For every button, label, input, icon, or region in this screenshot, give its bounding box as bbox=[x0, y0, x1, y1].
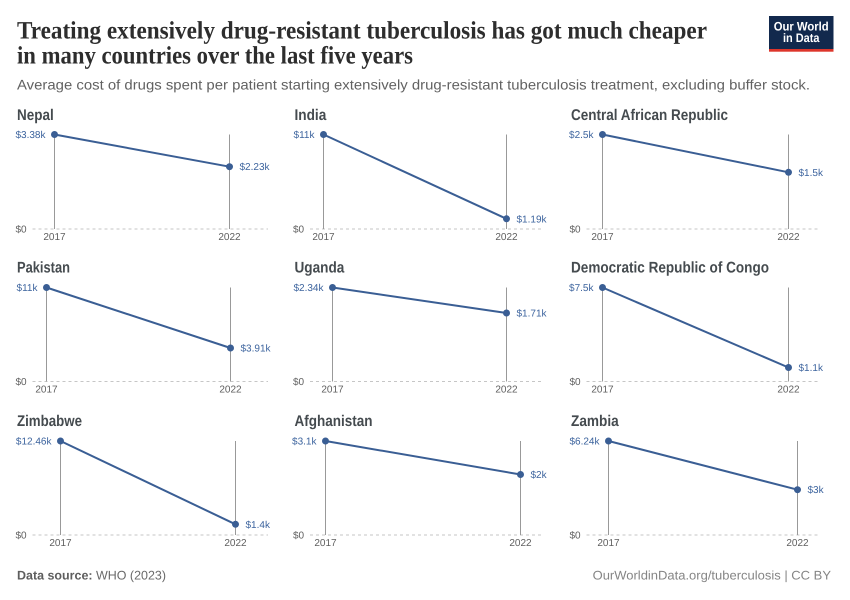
svg-text:$0: $0 bbox=[570, 225, 582, 236]
svg-text:$0: $0 bbox=[293, 531, 305, 542]
svg-text:2017: 2017 bbox=[591, 385, 614, 396]
svg-text:2022: 2022 bbox=[495, 232, 518, 243]
svg-text:$11k: $11k bbox=[294, 130, 316, 141]
svg-text:2022: 2022 bbox=[495, 385, 518, 396]
svg-text:$2.23k: $2.23k bbox=[240, 162, 271, 173]
svg-text:$11k: $11k bbox=[17, 283, 39, 294]
svg-text:2017: 2017 bbox=[597, 538, 620, 549]
svg-text:in Data: in Data bbox=[783, 31, 820, 45]
svg-text:Uganda: Uganda bbox=[295, 260, 345, 277]
svg-text:2017: 2017 bbox=[312, 232, 335, 243]
svg-text:$12.46k: $12.46k bbox=[16, 437, 53, 448]
svg-text:Afghanistan: Afghanistan bbox=[295, 413, 373, 430]
svg-text:$2.5k: $2.5k bbox=[569, 130, 594, 141]
svg-text:$0: $0 bbox=[570, 377, 582, 388]
svg-text:$7.5k: $7.5k bbox=[569, 283, 594, 294]
svg-text:Data source: WHO (2023): Data source: WHO (2023) bbox=[17, 568, 166, 582]
svg-text:2017: 2017 bbox=[35, 385, 58, 396]
svg-text:2017: 2017 bbox=[49, 538, 72, 549]
svg-text:Average cost of drugs spent pe: Average cost of drugs spent per patient … bbox=[17, 77, 810, 93]
svg-text:$6.24k: $6.24k bbox=[569, 437, 600, 448]
svg-text:Zimbabwe: Zimbabwe bbox=[17, 413, 82, 430]
svg-text:2022: 2022 bbox=[218, 232, 241, 243]
svg-text:2022: 2022 bbox=[509, 538, 532, 549]
svg-text:2017: 2017 bbox=[43, 232, 66, 243]
svg-text:$0: $0 bbox=[570, 531, 582, 542]
svg-text:2017: 2017 bbox=[591, 232, 614, 243]
svg-text:Zambia: Zambia bbox=[571, 413, 619, 430]
svg-text:$2k: $2k bbox=[531, 470, 548, 481]
svg-text:Central African Republic: Central African Republic bbox=[571, 107, 728, 124]
svg-text:2022: 2022 bbox=[219, 385, 242, 396]
svg-text:Democratic Republic of Congo: Democratic Republic of Congo bbox=[571, 260, 769, 277]
svg-text:Nepal: Nepal bbox=[17, 107, 54, 124]
svg-text:$0: $0 bbox=[16, 531, 28, 542]
svg-text:$0: $0 bbox=[293, 225, 305, 236]
svg-text:2017: 2017 bbox=[314, 538, 337, 549]
svg-text:$2.34k: $2.34k bbox=[293, 283, 324, 294]
svg-text:$1.19k: $1.19k bbox=[517, 214, 548, 225]
svg-text:$0: $0 bbox=[16, 377, 28, 388]
svg-text:$3.38k: $3.38k bbox=[15, 130, 46, 141]
svg-text:$1.1k: $1.1k bbox=[799, 363, 824, 374]
svg-text:$1.4k: $1.4k bbox=[246, 520, 271, 531]
svg-text:$3.1k: $3.1k bbox=[292, 437, 317, 448]
svg-text:$1.5k: $1.5k bbox=[799, 168, 824, 179]
svg-text:2022: 2022 bbox=[777, 232, 800, 243]
svg-text:$3.91k: $3.91k bbox=[241, 344, 272, 355]
svg-text:in many countries over the las: in many countries over the last five yea… bbox=[17, 42, 413, 69]
svg-text:$0: $0 bbox=[16, 225, 28, 236]
svg-text:India: India bbox=[295, 107, 327, 124]
svg-text:2022: 2022 bbox=[786, 538, 809, 549]
svg-text:Our World: Our World bbox=[774, 20, 829, 34]
svg-text:Pakistan: Pakistan bbox=[17, 260, 70, 277]
svg-text:2022: 2022 bbox=[777, 385, 800, 396]
svg-text:2022: 2022 bbox=[224, 538, 247, 549]
svg-text:$0: $0 bbox=[293, 377, 305, 388]
svg-text:2017: 2017 bbox=[321, 385, 344, 396]
svg-text:OurWorldinData.org/tuberculosi: OurWorldinData.org/tuberculosis | CC BY bbox=[593, 568, 832, 582]
svg-text:$1.71k: $1.71k bbox=[517, 309, 548, 320]
svg-text:$3k: $3k bbox=[808, 485, 825, 496]
svg-text:Treating extensively drug-resi: Treating extensively drug-resistant tube… bbox=[17, 18, 707, 45]
